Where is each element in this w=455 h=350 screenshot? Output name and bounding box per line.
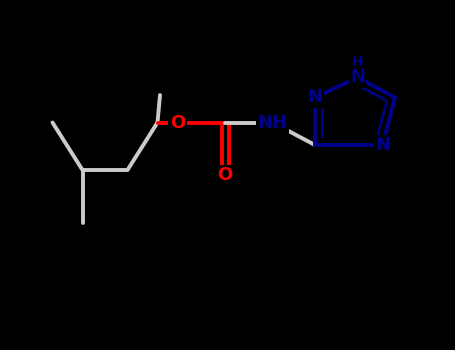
Text: N: N <box>308 89 323 106</box>
Text: H: H <box>352 55 363 69</box>
Text: NH: NH <box>258 113 288 132</box>
Text: N: N <box>350 69 365 86</box>
Text: O: O <box>217 166 233 184</box>
Text: N: N <box>375 136 390 154</box>
Text: O: O <box>170 113 185 132</box>
